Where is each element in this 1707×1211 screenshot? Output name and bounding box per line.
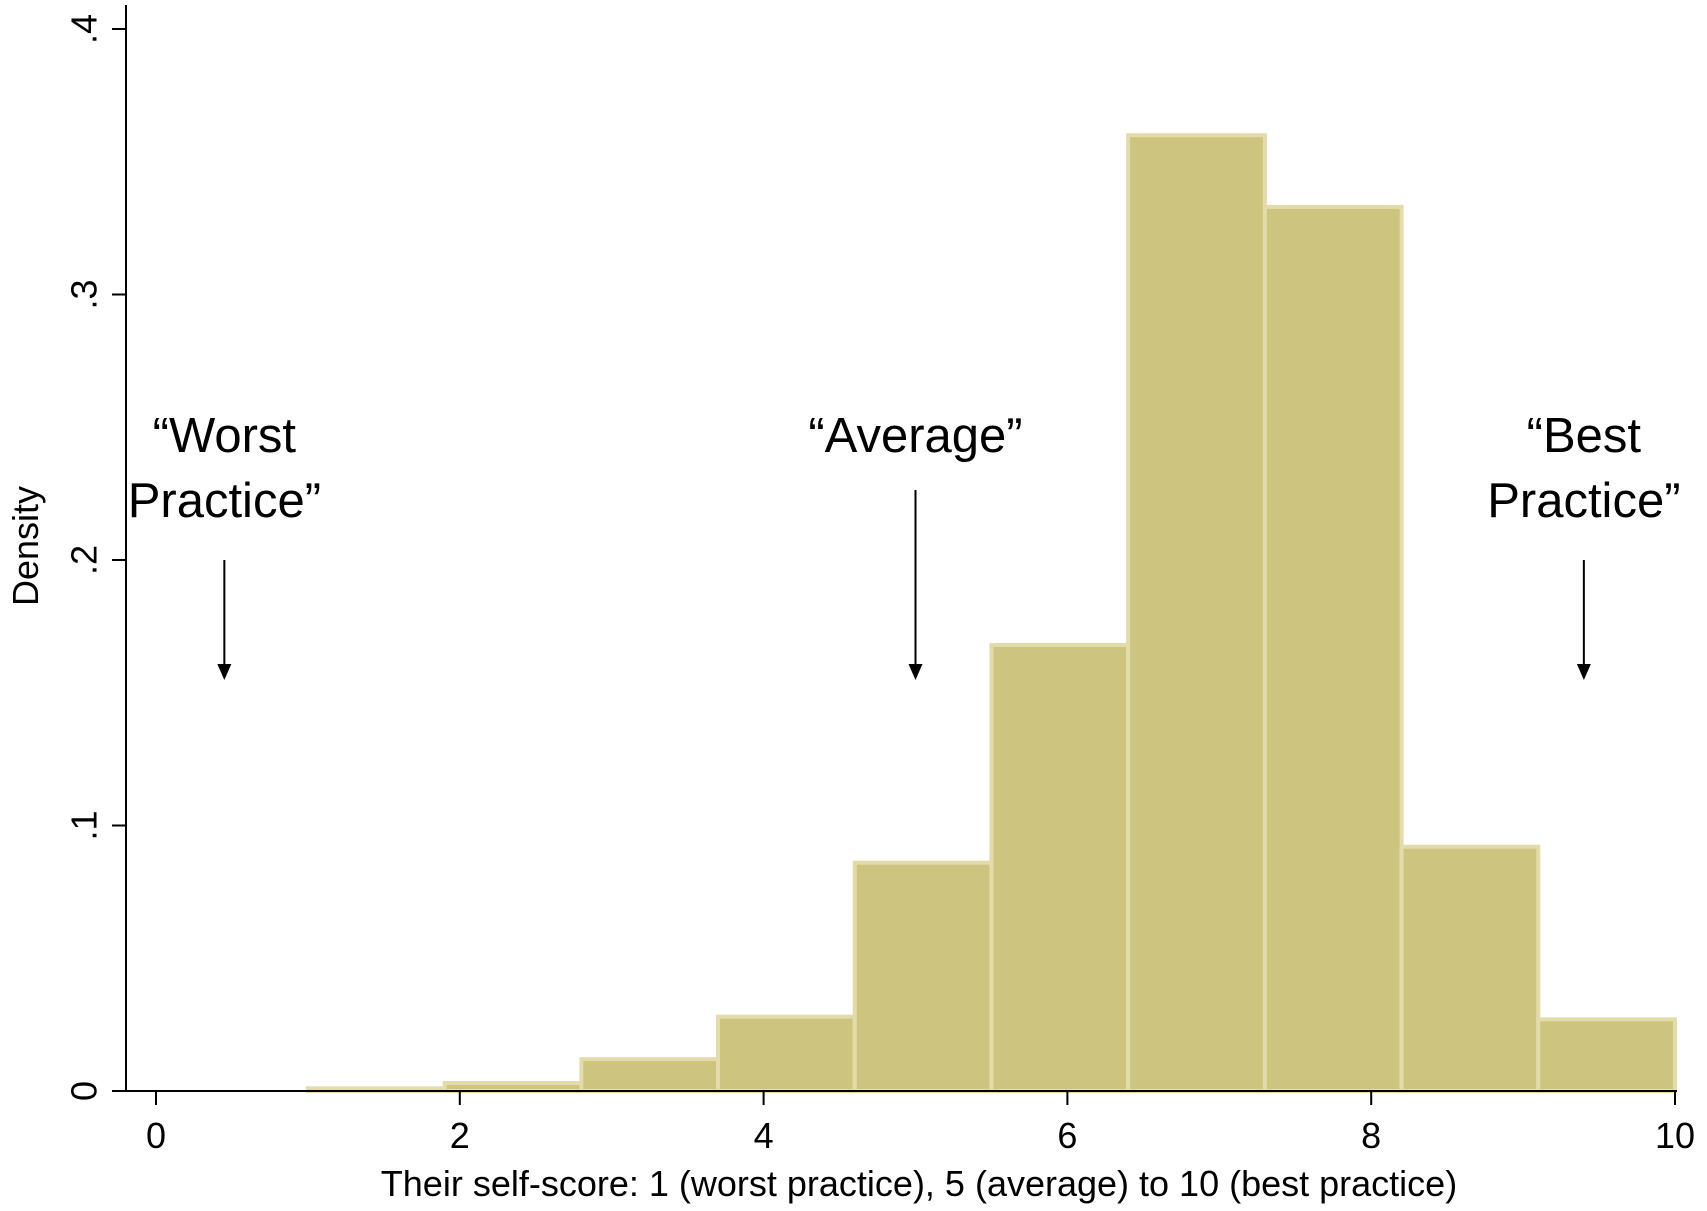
histogram-bar-4 (716, 1014, 857, 1093)
histogram-bar-3 (579, 1057, 721, 1094)
x-tick-label-5: 10 (1655, 1115, 1695, 1156)
y-axis-title: Density (5, 486, 46, 606)
annotation-1-line-1: “Worst (153, 409, 297, 463)
y-tick-label-1: .1 (64, 810, 105, 840)
x-tick-label-0: 0 (146, 1115, 166, 1156)
y-tick-label-4: .4 (64, 14, 105, 44)
annotation-arrowhead-2 (908, 664, 923, 680)
histogram-bar-8 (1262, 204, 1404, 1093)
x-axis-ticks: 0 2 4 6 8 10 (146, 1091, 1695, 1156)
histogram-bar-10 (1536, 1017, 1678, 1093)
histogram-bar-7 (1126, 133, 1267, 1093)
annotations: “Worst Practice” “Average” “Best Practice” (128, 409, 1681, 680)
annotation-3-line-2: Practice” (1487, 474, 1680, 528)
x-tick-label-1: 2 (450, 1115, 470, 1156)
axes (125, 5, 1677, 1092)
annotation-arrowhead-1 (217, 664, 232, 680)
y-tick-label-2: .2 (64, 545, 105, 575)
x-tick-label-3: 6 (1057, 1115, 1077, 1156)
y-tick-label-0: 0 (64, 1081, 105, 1101)
histogram-bar-6 (989, 642, 1131, 1094)
histogram-bar-2 (442, 1081, 584, 1094)
y-axis-ticks: 0 .1 .2 .3 .4 (64, 14, 126, 1101)
x-tick-label-2: 4 (754, 1115, 774, 1156)
histogram-bar-9 (1399, 844, 1541, 1093)
annotation-arrowhead-3 (1576, 664, 1591, 680)
y-tick-label-3: .3 (64, 279, 105, 309)
histogram-bar-5 (852, 860, 994, 1093)
annotation-3-line-1: “Best (1527, 409, 1642, 463)
histogram-bars (305, 133, 1678, 1094)
x-axis-title: Their self-score: 1 (worst practice), 5 … (381, 1163, 1457, 1204)
annotation-2-line-1: “Average” (808, 409, 1022, 463)
annotation-1-line-2: Practice” (128, 474, 321, 528)
x-tick-label-4: 8 (1361, 1115, 1381, 1156)
